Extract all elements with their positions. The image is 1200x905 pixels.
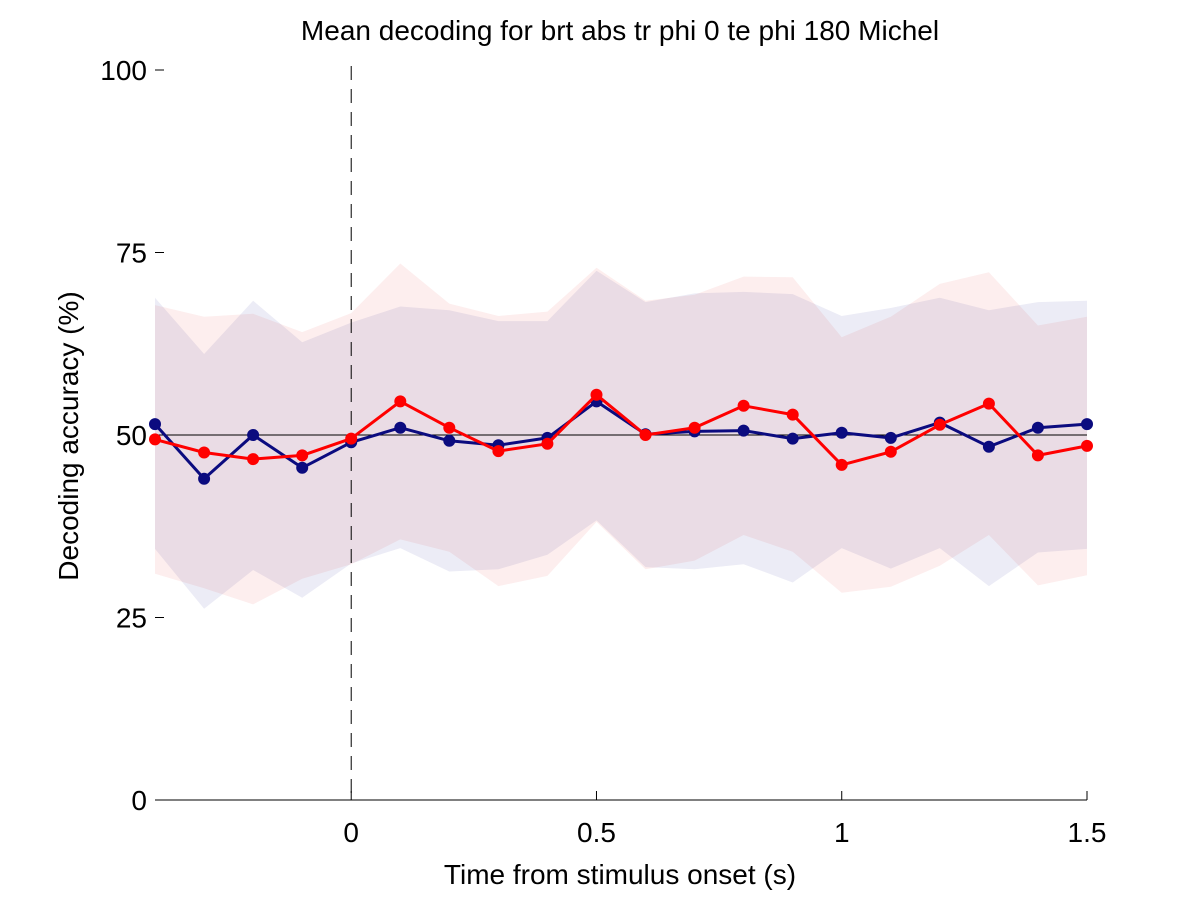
- data-point: [394, 421, 407, 434]
- data-point: [933, 418, 946, 431]
- data-point: [835, 458, 848, 471]
- y-tick-label: 50: [116, 420, 147, 451]
- x-axis-label: Time from stimulus onset (s): [444, 859, 796, 890]
- y-tick-label: 75: [116, 238, 147, 269]
- data-point: [1081, 418, 1093, 431]
- data-point: [737, 424, 750, 437]
- data-point: [443, 421, 456, 434]
- text-labels: Mean decoding for brt abs tr phi 0 te ph…: [53, 15, 939, 890]
- data-point: [149, 418, 161, 431]
- y-tick-label: 100: [100, 55, 147, 86]
- data-point: [639, 429, 652, 441]
- data-point: [982, 440, 995, 453]
- chart-title: Mean decoding for brt abs tr phi 0 te ph…: [301, 15, 939, 46]
- data-point: [590, 388, 603, 401]
- data-point: [982, 397, 995, 410]
- data-point: [247, 453, 260, 466]
- confidence-band-1: [155, 263, 1087, 605]
- data-point: [786, 408, 799, 421]
- axes: 0 0.5 1 1.5 0 25 50 75 100: [100, 55, 1106, 848]
- y-tick-label: 0: [131, 785, 147, 816]
- data-point: [541, 437, 554, 450]
- data-point: [492, 445, 505, 458]
- data-point: [884, 431, 897, 444]
- data-series: [149, 388, 1093, 485]
- data-point: [296, 449, 309, 462]
- series-line-0: [153, 399, 1088, 481]
- reference-lines: [155, 66, 1087, 800]
- y-tick-label: 25: [116, 603, 147, 634]
- data-point: [296, 461, 309, 474]
- x-tick-label: 1.5: [1068, 817, 1107, 848]
- x-tick-label: 1: [834, 817, 850, 848]
- data-point: [149, 433, 161, 446]
- x-tick-label: 0: [343, 817, 359, 848]
- data-point: [345, 432, 358, 445]
- data-point: [786, 432, 799, 445]
- data-point: [198, 472, 211, 485]
- data-point: [394, 395, 407, 408]
- data-point: [198, 446, 211, 459]
- data-point: [1031, 449, 1044, 462]
- data-point: [835, 426, 848, 439]
- data-point: [1081, 439, 1093, 452]
- data-point: [1031, 421, 1044, 434]
- data-point: [884, 445, 897, 458]
- series-line-1: [154, 393, 1088, 467]
- data-point: [247, 429, 260, 441]
- y-axis-label: Decoding accuracy (%): [53, 291, 84, 580]
- data-point: [737, 399, 750, 412]
- confidence-bands: [155, 263, 1087, 609]
- data-point: [443, 434, 456, 447]
- x-tick-label: 0.5: [577, 817, 616, 848]
- data-point: [688, 421, 701, 434]
